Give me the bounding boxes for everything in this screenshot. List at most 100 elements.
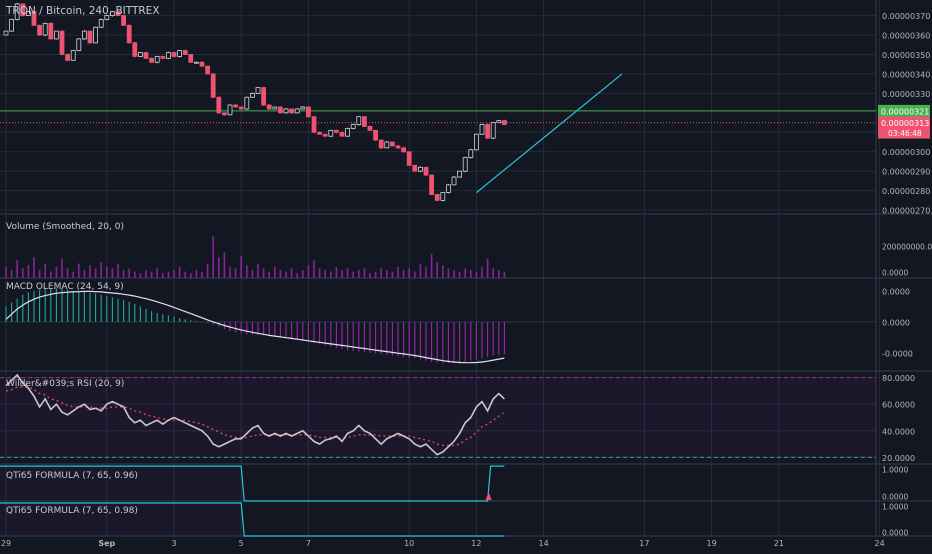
volume-bar — [83, 270, 86, 278]
volume-bar — [22, 268, 24, 278]
rsi-title[interactable]: Wilder&#039;s RSI (20, 9) — [6, 379, 124, 389]
qti-pane-2[interactable]: QTi65 FORMULA (7, 65, 0.98) — [0, 502, 505, 537]
candle-up — [42, 22, 48, 36]
volume-bar — [78, 263, 80, 278]
rsi-tick-label: 20.0000 — [882, 454, 915, 463]
candle-up — [496, 120, 502, 123]
candle-up — [490, 122, 496, 139]
macd-pane[interactable]: MACD OLEMAC (24, 54, 9) — [0, 282, 876, 364]
qti-1-title[interactable]: QTi65 FORMULA (7, 65, 0.96) — [6, 471, 138, 481]
volume-bar — [117, 263, 119, 278]
symbol-label[interactable]: TRON / Bitcoin, 240, BITTREX — [5, 5, 160, 17]
candle-down — [501, 120, 507, 125]
volume-bar — [419, 263, 422, 278]
candle-down — [261, 87, 267, 106]
volume-bar — [425, 266, 427, 278]
volume-bar — [55, 266, 58, 278]
candle-down — [188, 54, 194, 63]
candle-up — [356, 116, 362, 125]
volume-title[interactable]: Volume (Smoothed, 20, 0) — [6, 222, 124, 232]
volume-bar — [173, 270, 175, 278]
qti-2-title[interactable]: QTi65 FORMULA (7, 65, 0.98) — [6, 506, 138, 516]
time-tick-label: 24 — [875, 539, 885, 548]
candle-down — [412, 164, 418, 172]
volume-bar — [257, 263, 259, 278]
candle-up — [70, 50, 76, 61]
macd-tick-label: 0.0000 — [882, 318, 910, 327]
candle-up — [25, 11, 31, 16]
candle-up — [3, 30, 9, 36]
volume-bar — [430, 254, 433, 278]
volume-bar — [453, 270, 455, 278]
volume-bar — [246, 265, 248, 278]
volume-bar — [229, 266, 231, 278]
qti-1-signal-arrow — [485, 492, 492, 500]
macd-tick-label: -0.0000 — [882, 349, 913, 358]
volume-bar — [369, 273, 371, 278]
candle-up — [98, 19, 104, 28]
candle-up — [457, 170, 463, 178]
price-tick-label: 0.00000370 — [882, 12, 930, 21]
volume-bar — [458, 271, 461, 278]
candle-down — [160, 56, 166, 59]
macd-title[interactable]: MACD OLEMAC (24, 54, 9) — [6, 282, 124, 292]
macd-histogram — [5, 288, 505, 364]
volume-bar — [374, 271, 377, 278]
candle-down — [429, 174, 435, 195]
volume-bar — [190, 273, 192, 278]
time-tick-label: Sep — [98, 539, 115, 548]
candle-down — [171, 52, 177, 57]
volume-bar — [330, 271, 332, 278]
candle-up — [93, 26, 98, 44]
candle-down — [233, 104, 239, 108]
trendline[interactable] — [476, 73, 623, 194]
candle-down — [373, 129, 379, 141]
qti-pane-1[interactable]: QTi65 FORMULA (7, 65, 0.96) — [0, 465, 505, 502]
volume-bar — [122, 270, 125, 278]
candle-up — [110, 11, 115, 16]
volume-bar — [251, 270, 254, 278]
candle-down — [378, 139, 384, 149]
volume-bar — [223, 252, 226, 278]
candle-up — [345, 127, 351, 137]
volume-bar — [475, 271, 478, 278]
time-tick-label: 17 — [639, 539, 649, 548]
volume-bar — [218, 257, 220, 278]
candle-down — [305, 106, 311, 118]
candle-down — [216, 96, 222, 114]
time-tick-label: 21 — [774, 539, 784, 548]
rsi-tick-label: 80.0000 — [882, 374, 915, 383]
volume-bar — [279, 270, 282, 278]
candle-down — [126, 24, 132, 44]
candle-down — [266, 104, 272, 110]
candle-down — [406, 151, 412, 166]
candle-up — [82, 30, 87, 40]
candle-up — [255, 87, 261, 94]
candle-up — [479, 124, 485, 135]
candle-up — [451, 176, 457, 186]
candle-up — [462, 157, 468, 172]
volume-bar — [240, 255, 242, 278]
candle-down — [59, 30, 65, 55]
rsi-signal-line — [5, 386, 505, 447]
volume-bar — [414, 271, 416, 278]
candle-down — [333, 129, 339, 133]
time-axis[interactable]: 29Sep3571012141719212426 — [1, 539, 932, 548]
volume-pane[interactable]: Volume (Smoothed, 20, 0) — [5, 222, 506, 278]
qti-1-line — [0, 465, 505, 502]
candle-down — [289, 108, 295, 114]
candle-up — [244, 96, 250, 110]
price-tick-label: 0.00000270 — [882, 207, 930, 216]
price-axis[interactable]: 0.00000370 0.00000360 0.00000350 0.00000340… — [878, 12, 932, 538]
rsi-pane[interactable]: Wilder&#039;s RSI (20, 9) — [0, 373, 876, 458]
volume-bar — [50, 271, 52, 278]
qti-1-tick-label: 1.0000 — [882, 466, 908, 475]
volume-bar — [156, 268, 158, 278]
candle-up — [283, 108, 289, 114]
price-tick-label: 0.00000360 — [882, 32, 930, 41]
candle-down — [199, 61, 205, 67]
candle-down — [367, 126, 373, 131]
price-pane[interactable]: TRON / Bitcoin, 240, BITTREX — [0, 2, 876, 202]
volume-bar — [442, 265, 444, 278]
